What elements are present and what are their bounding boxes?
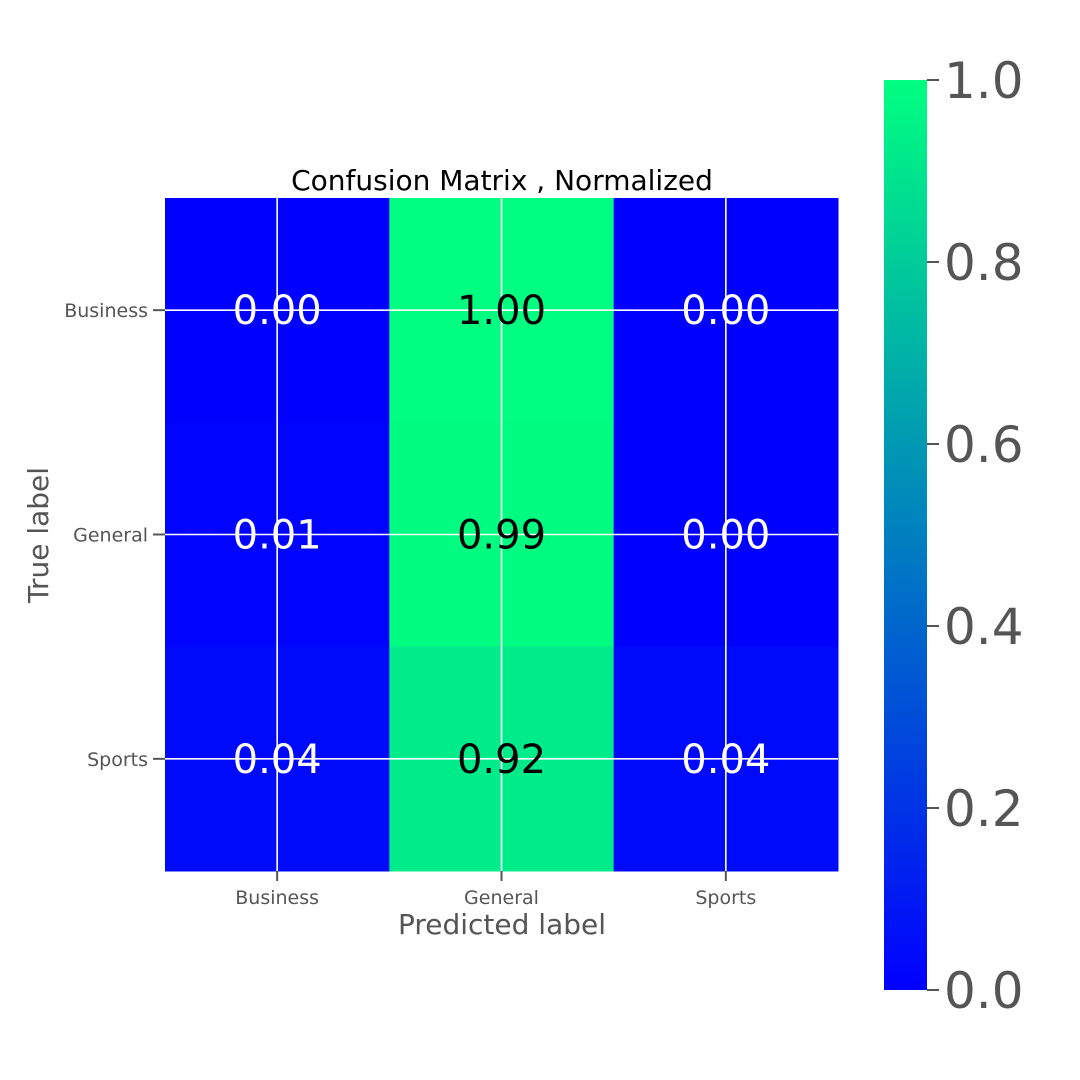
cell-value-label: 1.00 — [457, 288, 546, 334]
cell-value-label: 0.99 — [457, 513, 546, 559]
colorbar-tick-label: 0.4 — [944, 598, 1024, 656]
colorbar-tick-label: 1.0 — [944, 52, 1024, 110]
colorbar-tick-label: 0.0 — [944, 962, 1024, 1020]
y-tick-label: General — [73, 525, 148, 547]
x-tick-label: Business — [235, 887, 319, 909]
y-tick-label: Business — [64, 300, 148, 322]
y-tick-label: Sports — [87, 749, 148, 771]
colorbar-tick-label: 0.8 — [944, 234, 1024, 292]
colorbar-tick-label: 0.2 — [944, 780, 1024, 838]
cell-value-label: 0.00 — [681, 288, 770, 334]
x-tick-label: Sports — [695, 887, 756, 909]
cell-value-label: 0.04 — [681, 737, 770, 783]
x-axis-label: Predicted label — [398, 908, 606, 941]
cell-value-label: 0.00 — [233, 288, 322, 334]
cell-value-label: 0.92 — [457, 737, 546, 783]
y-axis-label: True label — [22, 467, 55, 604]
cell-value-label: 0.01 — [233, 513, 322, 559]
x-tick-label: General — [464, 887, 539, 909]
colorbar-tick-label: 0.6 — [944, 416, 1024, 474]
chart-title: Confusion Matrix , Normalized — [291, 164, 713, 197]
cell-value-label: 0.04 — [233, 737, 322, 783]
cell-value-label: 0.00 — [681, 513, 770, 559]
colorbar — [884, 80, 927, 990]
